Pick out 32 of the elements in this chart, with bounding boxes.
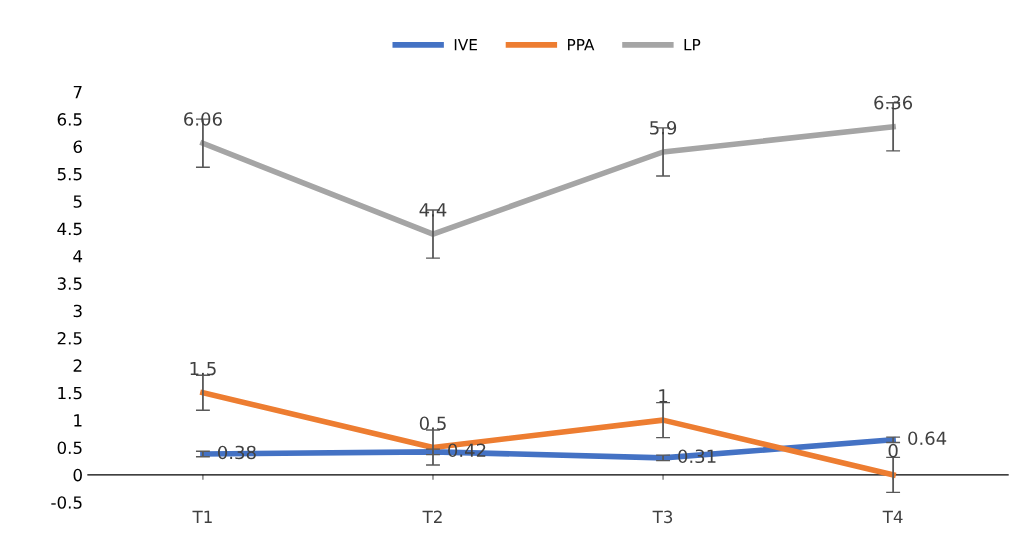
legend-label: LP: [684, 39, 701, 51]
y-tick-label: 0.5: [57, 441, 82, 455]
y-tick-label: 1.5: [58, 386, 82, 400]
y-tick-label: 2.5: [57, 332, 82, 345]
y-tick-label: 3: [73, 304, 82, 318]
legend-label: IVE: [454, 39, 477, 51]
data-label: 0: [888, 443, 898, 458]
y-tick-label: 3.5: [57, 277, 82, 290]
x-tick-label: T1: [192, 510, 212, 523]
y-tick-label: 2: [73, 359, 82, 372]
legend-label: PPA: [568, 39, 595, 51]
data-label: 0.64: [908, 431, 947, 446]
y-tick-label: 4.5: [57, 222, 82, 236]
x-tick-label: T4: [882, 510, 903, 523]
y-tick-label: 7: [73, 85, 82, 99]
y-tick-label: 4: [73, 250, 83, 263]
data-label: 1: [659, 389, 668, 403]
y-tick-label: -0.5: [51, 496, 82, 509]
data-label: 6.06: [184, 112, 222, 126]
y-tick-label: 1: [74, 414, 82, 427]
x-tick-label: T3: [652, 510, 673, 524]
data-label: 1.5: [190, 361, 216, 376]
y-tick-label: 0: [73, 468, 82, 482]
data-label: 4.4: [419, 203, 447, 217]
data-label: 0.5: [419, 416, 446, 431]
data-label: 6.36: [874, 95, 913, 110]
x-tick-label: T2: [422, 510, 442, 523]
y-tick-label: 6: [73, 140, 82, 154]
y-tick-label: 5.5: [57, 168, 82, 181]
y-tick-label: 6.5: [57, 113, 82, 126]
data-label: 5.9: [650, 120, 677, 135]
y-tick-label: 5: [73, 195, 82, 208]
